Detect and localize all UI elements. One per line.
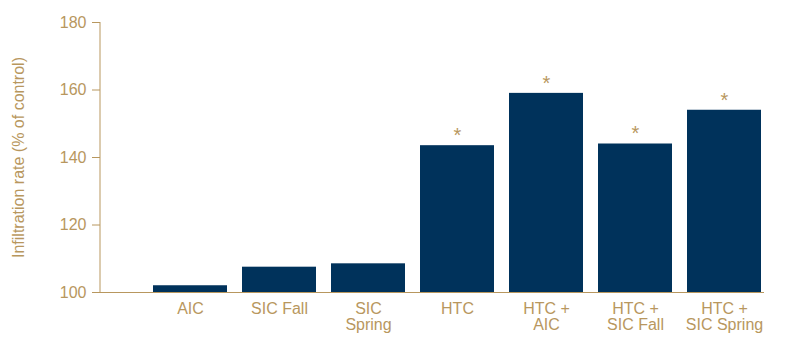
svg-text:AIC: AIC xyxy=(177,300,204,317)
svg-text:180: 180 xyxy=(60,14,87,31)
svg-text:HTC +SIC Spring: HTC +SIC Spring xyxy=(686,300,763,333)
svg-text:120: 120 xyxy=(60,216,87,233)
svg-text:SIC Fall: SIC Fall xyxy=(251,300,308,317)
svg-text:HTC +AIC: HTC +AIC xyxy=(523,300,570,333)
svg-text:Infiltration rate (% of contro: Infiltration rate (% of control) xyxy=(10,57,27,258)
svg-text:*: * xyxy=(543,72,551,94)
svg-text:HTC +SIC Fall: HTC +SIC Fall xyxy=(607,300,664,333)
svg-text:HTC: HTC xyxy=(441,300,474,317)
svg-text:SICSpring: SICSpring xyxy=(345,300,391,333)
svg-text:100: 100 xyxy=(60,284,87,301)
svg-text:160: 160 xyxy=(60,81,87,98)
svg-text:*: * xyxy=(632,122,640,144)
svg-text:*: * xyxy=(454,124,462,146)
svg-text:140: 140 xyxy=(60,149,87,166)
svg-text:*: * xyxy=(721,89,729,111)
